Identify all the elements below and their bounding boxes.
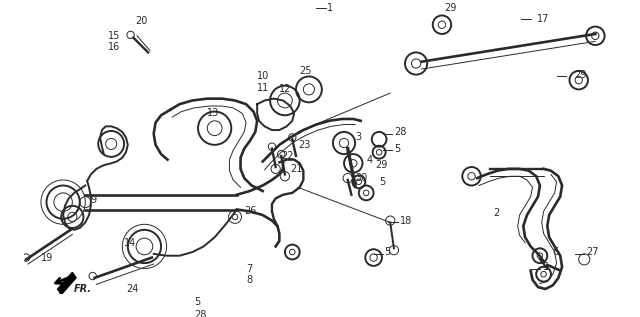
Text: 5: 5 <box>394 144 400 153</box>
Text: 17: 17 <box>537 14 550 24</box>
Text: 5: 5 <box>379 177 385 187</box>
Text: 4: 4 <box>366 155 372 165</box>
Text: 2: 2 <box>493 208 500 218</box>
Text: 25: 25 <box>300 66 312 76</box>
Text: 28: 28 <box>394 127 406 137</box>
Text: 22: 22 <box>281 151 294 161</box>
Text: 9: 9 <box>91 195 97 205</box>
Text: 7: 7 <box>246 264 252 274</box>
Text: 12: 12 <box>279 84 292 94</box>
Text: FR.: FR. <box>74 284 92 294</box>
Text: 18: 18 <box>399 216 412 226</box>
Text: 19: 19 <box>41 253 53 262</box>
Text: 20: 20 <box>135 16 148 26</box>
Text: 6: 6 <box>553 247 559 257</box>
Text: 3: 3 <box>355 133 361 142</box>
Text: 15: 15 <box>108 31 120 41</box>
Text: 29: 29 <box>445 3 457 13</box>
Text: 14: 14 <box>124 238 136 248</box>
Text: 10: 10 <box>257 71 269 81</box>
Text: 27: 27 <box>586 247 598 257</box>
Text: 26: 26 <box>244 206 257 217</box>
Text: 11: 11 <box>257 82 269 93</box>
Text: 28: 28 <box>195 310 207 317</box>
Text: 5: 5 <box>195 297 200 307</box>
Text: 29: 29 <box>376 160 388 170</box>
Polygon shape <box>58 272 76 294</box>
Text: 23: 23 <box>298 140 310 150</box>
Text: 8: 8 <box>246 275 252 285</box>
Text: 30: 30 <box>355 173 367 183</box>
Text: 5: 5 <box>385 247 391 257</box>
Text: 1: 1 <box>326 3 333 13</box>
Text: 24: 24 <box>126 284 138 294</box>
Text: 13: 13 <box>207 108 220 119</box>
Text: 5: 5 <box>541 262 548 272</box>
Text: 16: 16 <box>108 42 120 52</box>
Text: 29: 29 <box>574 70 586 80</box>
Text: 21: 21 <box>291 164 303 174</box>
